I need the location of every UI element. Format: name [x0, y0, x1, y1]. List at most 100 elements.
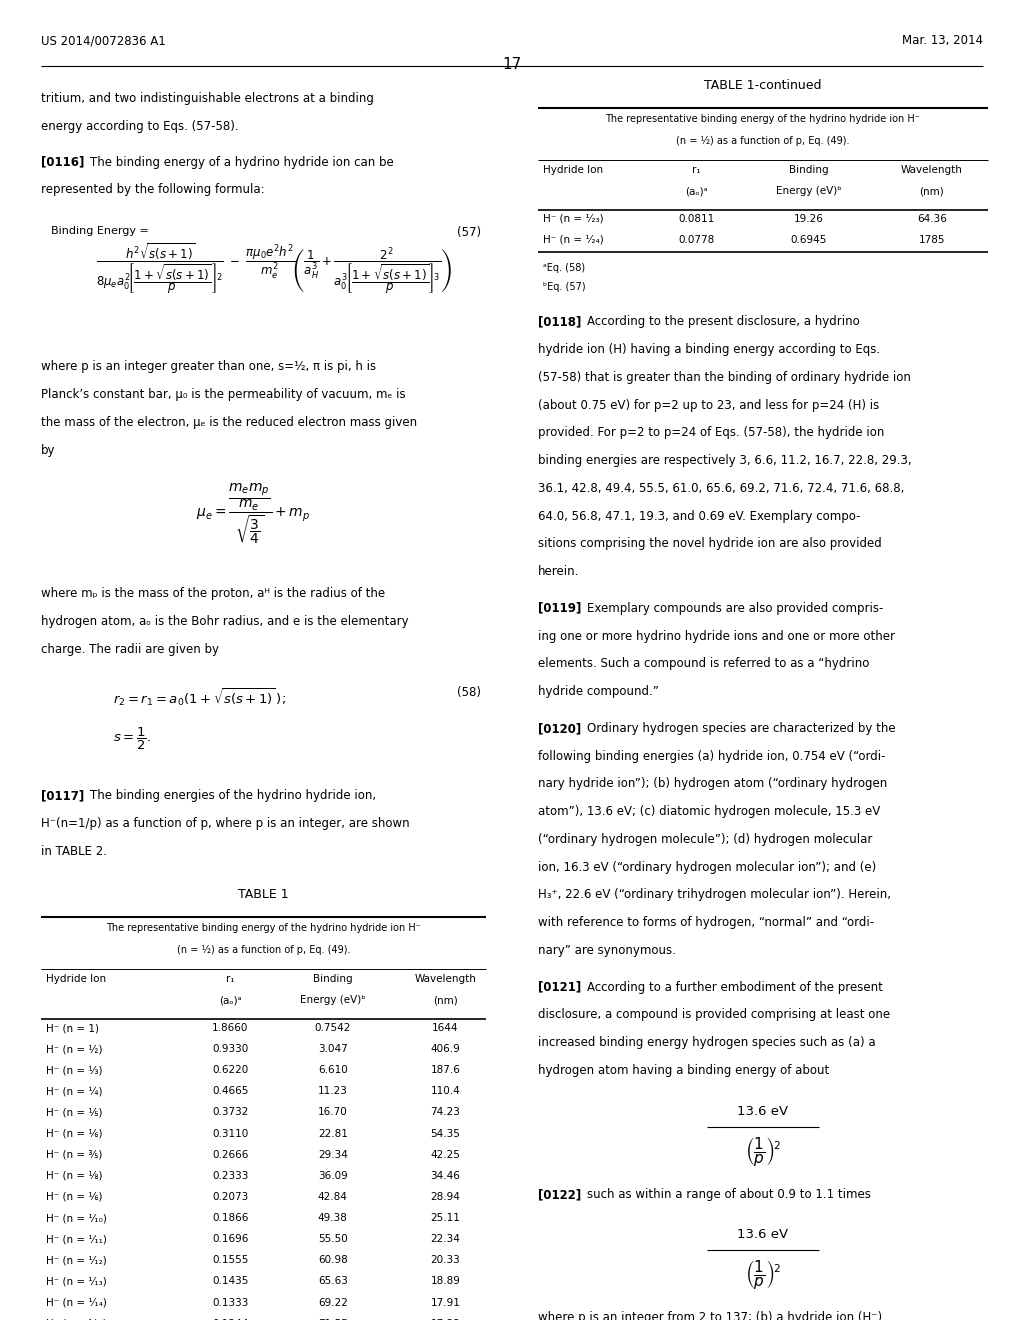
- Text: $\mu_e = \dfrac{\dfrac{m_e m_p}{m_e}}{\sqrt{\dfrac{3}{4}}} + m_p$: $\mu_e = \dfrac{\dfrac{m_e m_p}{m_e}}{\s…: [197, 482, 310, 546]
- Text: 11.23: 11.23: [317, 1086, 348, 1097]
- Text: (nm): (nm): [920, 186, 944, 197]
- Text: 13.6 eV: 13.6 eV: [737, 1105, 788, 1118]
- Text: 16.70: 16.70: [317, 1107, 348, 1118]
- Text: 22.34: 22.34: [430, 1234, 461, 1245]
- Text: Ordinary hydrogen species are characterized by the: Ordinary hydrogen species are characteri…: [587, 722, 895, 735]
- Text: 110.4: 110.4: [430, 1086, 461, 1097]
- Text: $\dfrac{h^2\sqrt{s(s+1)}}{8\mu_e a_0^2\!\left[\dfrac{1+\sqrt{s(s+1)}}{p}\right]^: $\dfrac{h^2\sqrt{s(s+1)}}{8\mu_e a_0^2\!…: [95, 242, 453, 297]
- Text: 64.36: 64.36: [916, 214, 947, 224]
- Text: The representative binding energy of the hydrino hydride ion H⁻: The representative binding energy of the…: [605, 114, 921, 124]
- Text: increased binding energy hydrogen species such as (a) a: increased binding energy hydrogen specie…: [538, 1036, 876, 1049]
- Text: 0.1696: 0.1696: [212, 1234, 249, 1245]
- Text: 0.9330: 0.9330: [212, 1044, 249, 1055]
- Text: H⁻ (n = ¹⁄₁₁): H⁻ (n = ¹⁄₁₁): [46, 1234, 106, 1245]
- Text: where p is an integer greater than one, s=½, π is pi, h is: where p is an integer greater than one, …: [41, 360, 376, 374]
- Text: [0120]: [0120]: [538, 722, 581, 735]
- Text: 25.11: 25.11: [430, 1213, 461, 1224]
- Text: ᵃEq. (58): ᵃEq. (58): [543, 263, 585, 273]
- Text: the mass of the electron, μₑ is the reduced electron mass given: the mass of the electron, μₑ is the redu…: [41, 416, 417, 429]
- Text: 1644: 1644: [432, 1023, 459, 1034]
- Text: 0.6220: 0.6220: [212, 1065, 249, 1076]
- Text: 0.1555: 0.1555: [212, 1255, 249, 1266]
- Text: 406.9: 406.9: [430, 1044, 461, 1055]
- Text: (n = ½) as a function of p, Eq. (49).: (n = ½) as a function of p, Eq. (49).: [676, 136, 850, 147]
- Text: $r_2 = r_1 = a_0(1 + \sqrt{s(s+1)}\,);$: $r_2 = r_1 = a_0(1 + \sqrt{s(s+1)}\,);$: [113, 686, 286, 709]
- Text: H⁻ (n = ¹⁄₁₄): H⁻ (n = ¹⁄₁₄): [46, 1298, 106, 1308]
- Text: 0.4665: 0.4665: [212, 1086, 249, 1097]
- Text: following binding energies (a) hydride ion, 0.754 eV (“ordi-: following binding energies (a) hydride i…: [538, 750, 885, 763]
- Text: H⁻ (n = ¹⁄₁₂): H⁻ (n = ¹⁄₁₂): [46, 1255, 106, 1266]
- Text: Wavelength: Wavelength: [901, 165, 963, 176]
- Text: $\left(\dfrac{1}{p}\right)^{\!2}$: $\left(\dfrac{1}{p}\right)^{\!2}$: [745, 1258, 780, 1291]
- Text: 0.2666: 0.2666: [212, 1150, 249, 1160]
- Text: The binding energy of a hydrino hydride ion can be: The binding energy of a hydrino hydride …: [90, 156, 394, 169]
- Text: (aₒ)ᵃ: (aₒ)ᵃ: [685, 186, 708, 197]
- Text: such as within a range of about 0.9 to 1.1 times: such as within a range of about 0.9 to 1…: [587, 1188, 870, 1201]
- Text: binding energies are respectively 3, 6.6, 11.2, 16.7, 22.8, 29.3,: binding energies are respectively 3, 6.6…: [538, 454, 911, 467]
- Text: 49.38: 49.38: [317, 1213, 348, 1224]
- Text: [0119]: [0119]: [538, 602, 581, 615]
- Text: H⁻ (n = ¹⁄₂₄): H⁻ (n = ¹⁄₂₄): [543, 235, 603, 246]
- Text: The representative binding energy of the hydrino hydride ion H⁻: The representative binding energy of the…: [106, 923, 421, 933]
- Text: 0.1333: 0.1333: [212, 1298, 249, 1308]
- Text: (“ordinary hydrogen molecule”); (d) hydrogen molecular: (“ordinary hydrogen molecule”); (d) hydr…: [538, 833, 872, 846]
- Text: [0118]: [0118]: [538, 315, 581, 329]
- Text: 0.0778: 0.0778: [678, 235, 715, 246]
- Text: hydride compound.”: hydride compound.”: [538, 685, 658, 698]
- Text: US 2014/0072836 A1: US 2014/0072836 A1: [41, 34, 166, 48]
- Text: H⁻ (n = ⅗): H⁻ (n = ⅗): [46, 1150, 102, 1160]
- Text: charge. The radii are given by: charge. The radii are given by: [41, 643, 219, 656]
- Text: 0.1866: 0.1866: [212, 1213, 249, 1224]
- Text: H⁻ (n = ¼): H⁻ (n = ¼): [46, 1086, 102, 1097]
- Text: 0.1435: 0.1435: [212, 1276, 249, 1287]
- Text: represented by the following formula:: represented by the following formula:: [41, 183, 264, 197]
- Text: According to the present disclosure, a hydrino: According to the present disclosure, a h…: [587, 315, 859, 329]
- Text: atom”), 13.6 eV; (c) diatomic hydrogen molecule, 15.3 eV: atom”), 13.6 eV; (c) diatomic hydrogen m…: [538, 805, 880, 818]
- Text: ing one or more hydrino hydride ions and one or more other: ing one or more hydrino hydride ions and…: [538, 630, 895, 643]
- Text: TABLE 1: TABLE 1: [239, 888, 289, 902]
- Text: 0.2333: 0.2333: [212, 1171, 249, 1181]
- Text: 187.6: 187.6: [430, 1065, 461, 1076]
- Text: H⁻(n=1/p) as a function of p, where p is an integer, are shown: H⁻(n=1/p) as a function of p, where p is…: [41, 817, 410, 830]
- Text: where mₚ is the mass of the proton, aᴴ is the radius of the: where mₚ is the mass of the proton, aᴴ i…: [41, 587, 385, 601]
- Text: Hydride Ion: Hydride Ion: [543, 165, 603, 176]
- Text: r₁: r₁: [692, 165, 700, 176]
- Text: 29.34: 29.34: [317, 1150, 348, 1160]
- Text: H⁻ (n = 1): H⁻ (n = 1): [46, 1023, 99, 1034]
- Text: 20.33: 20.33: [430, 1255, 461, 1266]
- Text: Wavelength: Wavelength: [415, 974, 476, 985]
- Text: nary” are synonymous.: nary” are synonymous.: [538, 944, 676, 957]
- Text: $\left(\dfrac{1}{p}\right)^{\!2}$: $\left(\dfrac{1}{p}\right)^{\!2}$: [745, 1135, 780, 1168]
- Text: (57-58) that is greater than the binding of ordinary hydride ion: (57-58) that is greater than the binding…: [538, 371, 910, 384]
- Text: 13.6 eV: 13.6 eV: [737, 1228, 788, 1241]
- Text: 36.1, 42.8, 49.4, 55.5, 61.0, 65.6, 69.2, 71.6, 72.4, 71.6, 68.8,: 36.1, 42.8, 49.4, 55.5, 61.0, 65.6, 69.2…: [538, 482, 904, 495]
- Text: H⁻ (n = ¹⁄₁₀): H⁻ (n = ¹⁄₁₀): [46, 1213, 106, 1224]
- Text: tritium, and two indistinguishable electrons at a binding: tritium, and two indistinguishable elect…: [41, 92, 374, 106]
- Text: 54.35: 54.35: [430, 1129, 461, 1139]
- Text: [0121]: [0121]: [538, 981, 581, 994]
- Text: 17.91: 17.91: [430, 1298, 461, 1308]
- Text: H⁻ (n = ¹⁄₁₃): H⁻ (n = ¹⁄₁₃): [46, 1276, 106, 1287]
- Text: (58): (58): [458, 686, 481, 700]
- Text: hydrogen atom, aₒ is the Bohr radius, and e is the elementary: hydrogen atom, aₒ is the Bohr radius, an…: [41, 615, 409, 628]
- Text: 0.2073: 0.2073: [212, 1192, 249, 1203]
- Text: Energy (eV)ᵇ: Energy (eV)ᵇ: [300, 995, 366, 1006]
- Text: 42.84: 42.84: [317, 1192, 348, 1203]
- Text: H⁻ (n = ⅙): H⁻ (n = ⅙): [46, 1192, 102, 1203]
- Text: by: by: [41, 444, 55, 457]
- Text: The binding energies of the hydrino hydride ion,: The binding energies of the hydrino hydr…: [90, 789, 376, 803]
- Text: 60.98: 60.98: [317, 1255, 348, 1266]
- Text: [0116]: [0116]: [41, 156, 84, 169]
- Text: H⁻ (n = ⅓): H⁻ (n = ⅓): [46, 1065, 102, 1076]
- Text: herein.: herein.: [538, 565, 579, 578]
- Text: disclosure, a compound is provided comprising at least one: disclosure, a compound is provided compr…: [538, 1008, 890, 1022]
- Text: (aₒ)ᵃ: (aₒ)ᵃ: [219, 995, 242, 1006]
- Text: r₁: r₁: [226, 974, 234, 985]
- Text: H⁻ (n = ⅕): H⁻ (n = ⅕): [46, 1107, 102, 1118]
- Text: 0.3732: 0.3732: [212, 1107, 249, 1118]
- Text: Binding: Binding: [790, 165, 828, 176]
- Text: 34.46: 34.46: [430, 1171, 461, 1181]
- Text: hydrogen atom having a binding energy of about: hydrogen atom having a binding energy of…: [538, 1064, 828, 1077]
- Text: 19.26: 19.26: [794, 214, 824, 224]
- Text: (n = ½) as a function of p, Eq. (49).: (n = ½) as a function of p, Eq. (49).: [177, 945, 350, 956]
